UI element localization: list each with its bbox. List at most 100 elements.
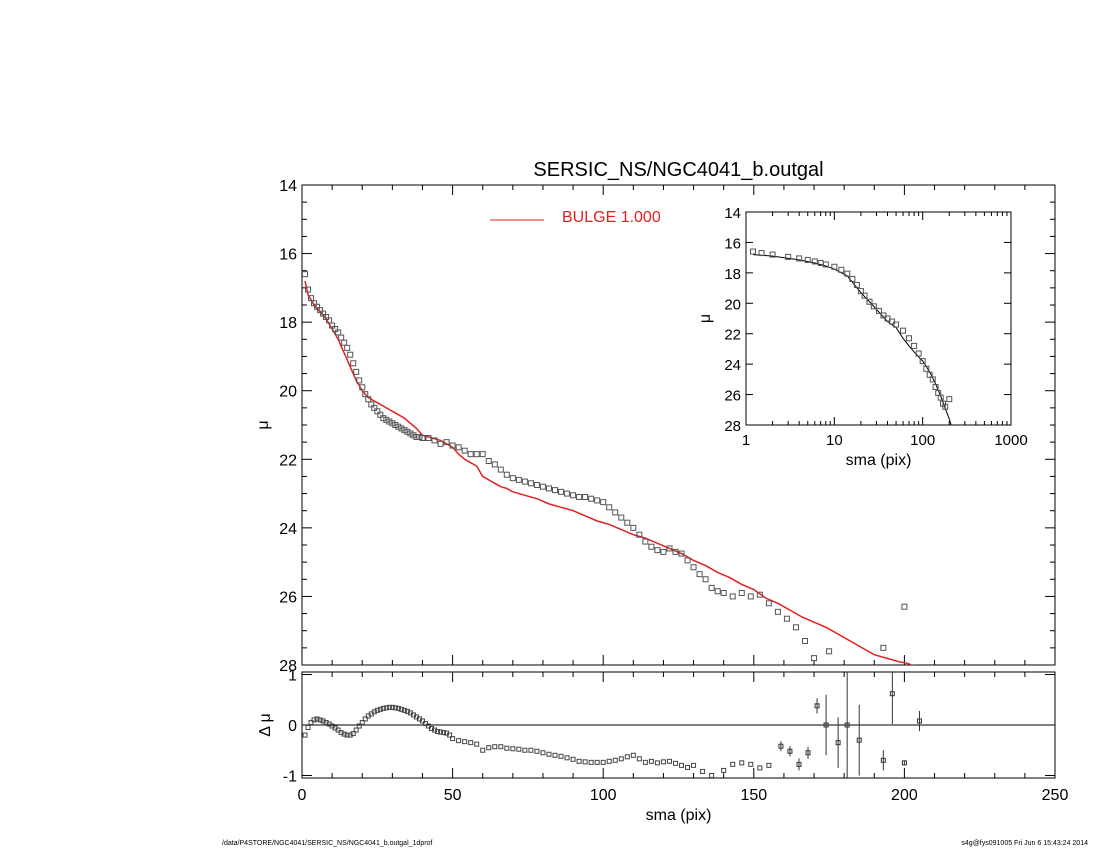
inset-plot-frame: [745, 211, 1012, 426]
inset-y-tick-label: 26: [724, 388, 741, 405]
residual-data-point: [447, 732, 453, 738]
main-data-point: [395, 423, 402, 430]
main-data-point: [702, 576, 709, 583]
main-data-point: [404, 428, 411, 435]
footer-file-path: /data/P4STORE/NGC4041/SERSIC_NS/NGC4041_…: [222, 840, 433, 847]
footer-timestamp: s4g@fys091005 Fri Jun 6 15:43:24 2014: [961, 840, 1088, 847]
residual-data-point: [422, 720, 428, 726]
inset-data-point: [946, 396, 953, 403]
main-data-point: [497, 466, 504, 473]
main-data-point: [461, 447, 468, 454]
main-data-point: [344, 344, 351, 351]
residual-data-point: [308, 719, 314, 725]
residual-error-point: [787, 748, 793, 754]
inset-data-point: [919, 358, 926, 365]
main-data-point: [425, 435, 432, 442]
main-data-point: [696, 571, 703, 578]
residual-data-point: [570, 756, 576, 762]
residual-y-tick-label: 1: [288, 668, 297, 685]
residual-data-point: [492, 744, 498, 750]
main-data-point: [383, 416, 390, 423]
main-data-point: [783, 615, 790, 622]
main-data-point: [356, 377, 363, 384]
inset-data-point: [785, 253, 792, 260]
main-data-point: [636, 531, 643, 538]
residual-data-point: [317, 717, 323, 723]
residual-data-point: [435, 729, 441, 735]
inset-data-point: [831, 263, 838, 270]
inset-data-point: [804, 256, 811, 263]
residual-data-point: [558, 753, 564, 759]
main-data-point: [606, 504, 613, 511]
residual-error-point: [916, 718, 922, 724]
main-data-point: [479, 451, 486, 458]
main-data-point: [320, 310, 327, 317]
main-y-tick-label: 24: [279, 521, 297, 538]
residual-data-point: [612, 757, 618, 763]
residual-data-point: [546, 751, 552, 757]
residual-data-point: [600, 759, 606, 765]
inset-y-tick-label: 20: [724, 296, 741, 313]
inset-y-tick-label: 22: [724, 327, 741, 344]
inset-y-tick-label: 16: [724, 235, 741, 252]
residual-data-point: [486, 745, 492, 751]
inset-data-point: [866, 298, 873, 305]
residual-series-group: [302, 672, 922, 778]
residual-data-point: [618, 756, 624, 762]
residual-data-point: [594, 759, 600, 765]
main-data-point: [431, 437, 438, 444]
main-data-point: [350, 360, 357, 367]
inset-data-point: [796, 255, 803, 262]
main-y-tick-label: 20: [279, 384, 297, 401]
main-data-point: [365, 396, 372, 403]
main-data-point: [485, 458, 492, 464]
main-data-point: [539, 483, 546, 490]
residual-data-point: [648, 758, 654, 764]
main-data-point: [419, 435, 426, 442]
main-data-point: [720, 590, 727, 596]
residual-data-point: [642, 759, 648, 765]
main-data-point: [335, 329, 342, 336]
residual-data-point: [389, 704, 395, 710]
inset-data-point: [932, 383, 939, 390]
residual-data-point: [685, 764, 691, 770]
main-data-point: [576, 494, 583, 500]
residual-data-point: [691, 762, 697, 768]
main-y-tick-label: 18: [279, 315, 297, 332]
residual-data-point: [636, 756, 642, 762]
residual-data-point: [341, 731, 347, 737]
residual-data-point: [344, 732, 350, 738]
inset-y-tick-label: 14: [724, 205, 741, 222]
residual-data-point: [462, 739, 468, 745]
main-data-point: [311, 300, 318, 307]
residual-y-tick-label: -1: [283, 768, 297, 785]
main-data-point: [545, 485, 552, 492]
main-data-point: [308, 295, 315, 302]
main-data-point: [401, 427, 408, 434]
main-data-point: [443, 439, 450, 446]
inset-data-point: [905, 335, 912, 342]
residual-data-point: [582, 759, 588, 765]
inset-data-point: [870, 303, 877, 310]
main-data-point: [371, 404, 378, 411]
residual-data-point: [654, 760, 660, 766]
main-data-point: [642, 538, 649, 545]
inset-data-point: [861, 292, 868, 299]
main-y-axis-label: μ: [255, 420, 272, 429]
main-data-point: [826, 648, 833, 655]
inset-data-point: [900, 327, 907, 334]
residual-data-point: [380, 705, 386, 711]
residual-error-point: [796, 761, 802, 767]
residual-data-point: [679, 762, 685, 768]
main-data-point: [672, 548, 679, 555]
main-data-point: [811, 655, 818, 662]
main-data-point: [570, 492, 577, 499]
inset-data-point: [849, 275, 856, 282]
inset-y-tick-label: 28: [724, 418, 741, 435]
inset-y-tick-label: 24: [724, 357, 741, 374]
inset-data-point: [811, 258, 818, 265]
main-data-point: [594, 497, 601, 504]
main-y-tick-label: 26: [279, 589, 297, 606]
residual-data-point: [757, 765, 763, 771]
residual-data-point: [438, 729, 444, 735]
